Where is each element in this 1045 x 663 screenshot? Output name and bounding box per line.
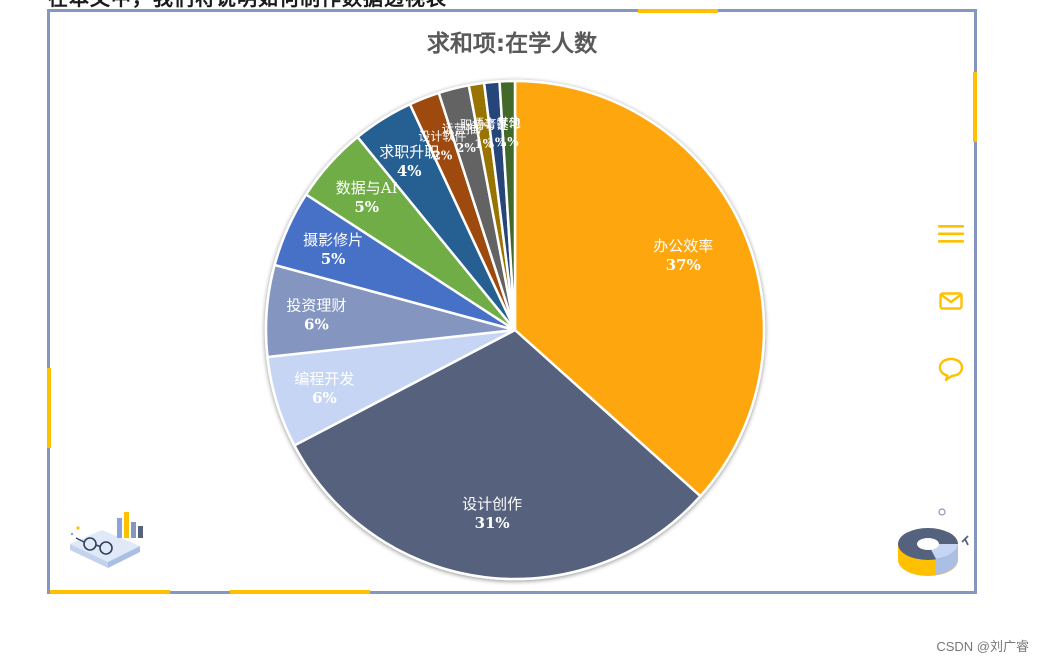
frame-accent-bottom-left xyxy=(50,590,170,594)
pie-label-category: 办公效率 xyxy=(653,237,713,255)
pie-label-value: 31% xyxy=(475,514,510,532)
donut-chart-illustration xyxy=(898,508,969,576)
frame-accent-bottom-mid xyxy=(230,590,370,594)
pie-label-value: 1% xyxy=(499,135,519,149)
pie-label-value: 1% xyxy=(487,136,507,150)
pie-label-value: 1% xyxy=(474,137,494,151)
pie-label-value: 5% xyxy=(354,198,379,216)
pie-label-value: 6% xyxy=(312,389,337,407)
chart-frame: 办公效率 37% 设计创作 31% 编程开发 6% 投资理财 6% 摄影修片 5% 数据与AI 5% 求… xyxy=(47,9,977,594)
pie-label-category: 求职升职 xyxy=(379,143,439,161)
comment-icon[interactable] xyxy=(937,356,965,382)
pie-label-category: 职场考证 xyxy=(460,118,508,132)
frame-accent-right xyxy=(973,72,977,142)
pie-label-category: 语言学习 xyxy=(472,116,520,131)
frame-accent-top xyxy=(638,9,718,13)
pie-label-value: 2% xyxy=(456,141,476,155)
pie-slice-办公效率[interactable] xyxy=(513,79,766,498)
pie-label-value: 5% xyxy=(321,250,346,268)
pie-label-category: 设计创作 xyxy=(462,495,522,513)
pie-label-category: 投资理财 xyxy=(286,297,346,315)
pie-chart: 办公效率37%设计创作31%编程开发6%投资理财6%摄影修片5%数据与AI5%求… xyxy=(264,79,766,581)
pie-slice-设计创作[interactable] xyxy=(293,328,702,581)
pie-label-category: 设计软件 xyxy=(418,130,466,144)
mail-icon[interactable] xyxy=(938,290,964,312)
csdn-watermark: CSDN @刘广睿 xyxy=(936,639,1029,654)
pie-label-category: 运营推广 xyxy=(442,122,490,136)
pie-label-category: 其他 xyxy=(497,116,521,130)
cut-off-header-text: 在本文中，我们将说明如何制作数据透视表 xyxy=(48,0,608,8)
pie-label-category: 摄影修片 xyxy=(303,231,363,249)
pie-label-value: 2% xyxy=(432,149,452,163)
chart-title: 求和项:在学人数 xyxy=(426,31,598,57)
pie-label-value: 4% xyxy=(397,162,422,180)
pie-label-category: 编程开发 xyxy=(294,370,354,388)
pie-label-value: 37% xyxy=(666,256,701,274)
pie-slice-其他[interactable] xyxy=(498,79,517,332)
pie-label-category: 数据与AI xyxy=(336,179,398,197)
menu-icon[interactable] xyxy=(936,222,966,246)
pie-label-value: 6% xyxy=(304,316,329,334)
glasses-books-illustration xyxy=(70,512,143,568)
frame-accent-left xyxy=(47,368,51,448)
